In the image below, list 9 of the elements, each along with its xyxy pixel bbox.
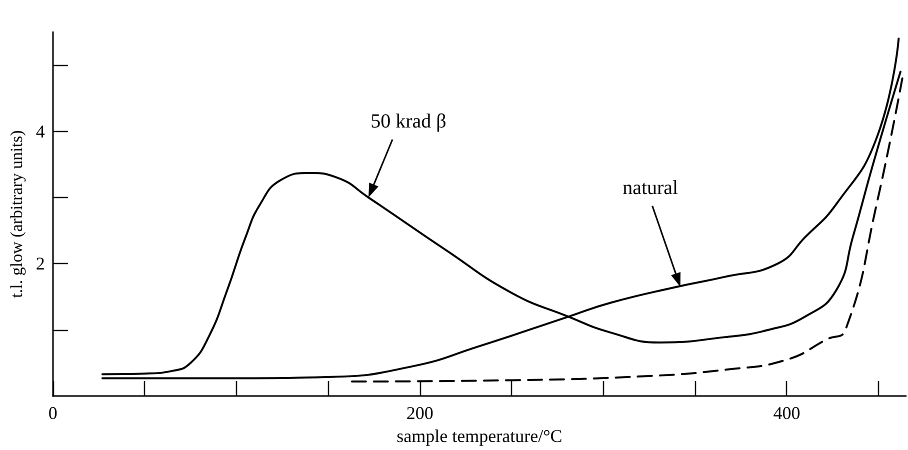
x-tick-label: 400 — [773, 403, 800, 424]
y-tick-label: 4 — [36, 121, 45, 142]
x-tick-label: 0 — [48, 403, 58, 424]
y-tick-label: 2 — [36, 254, 45, 274]
annotation: natural — [622, 176, 679, 199]
x-tick-label: 200 — [406, 403, 434, 424]
annotation: 50 krad β — [370, 110, 446, 132]
y-axis-title: t.l. glow (arbitrary units) — [7, 130, 26, 298]
x-axis-title: sample temperature/°C — [396, 426, 562, 446]
